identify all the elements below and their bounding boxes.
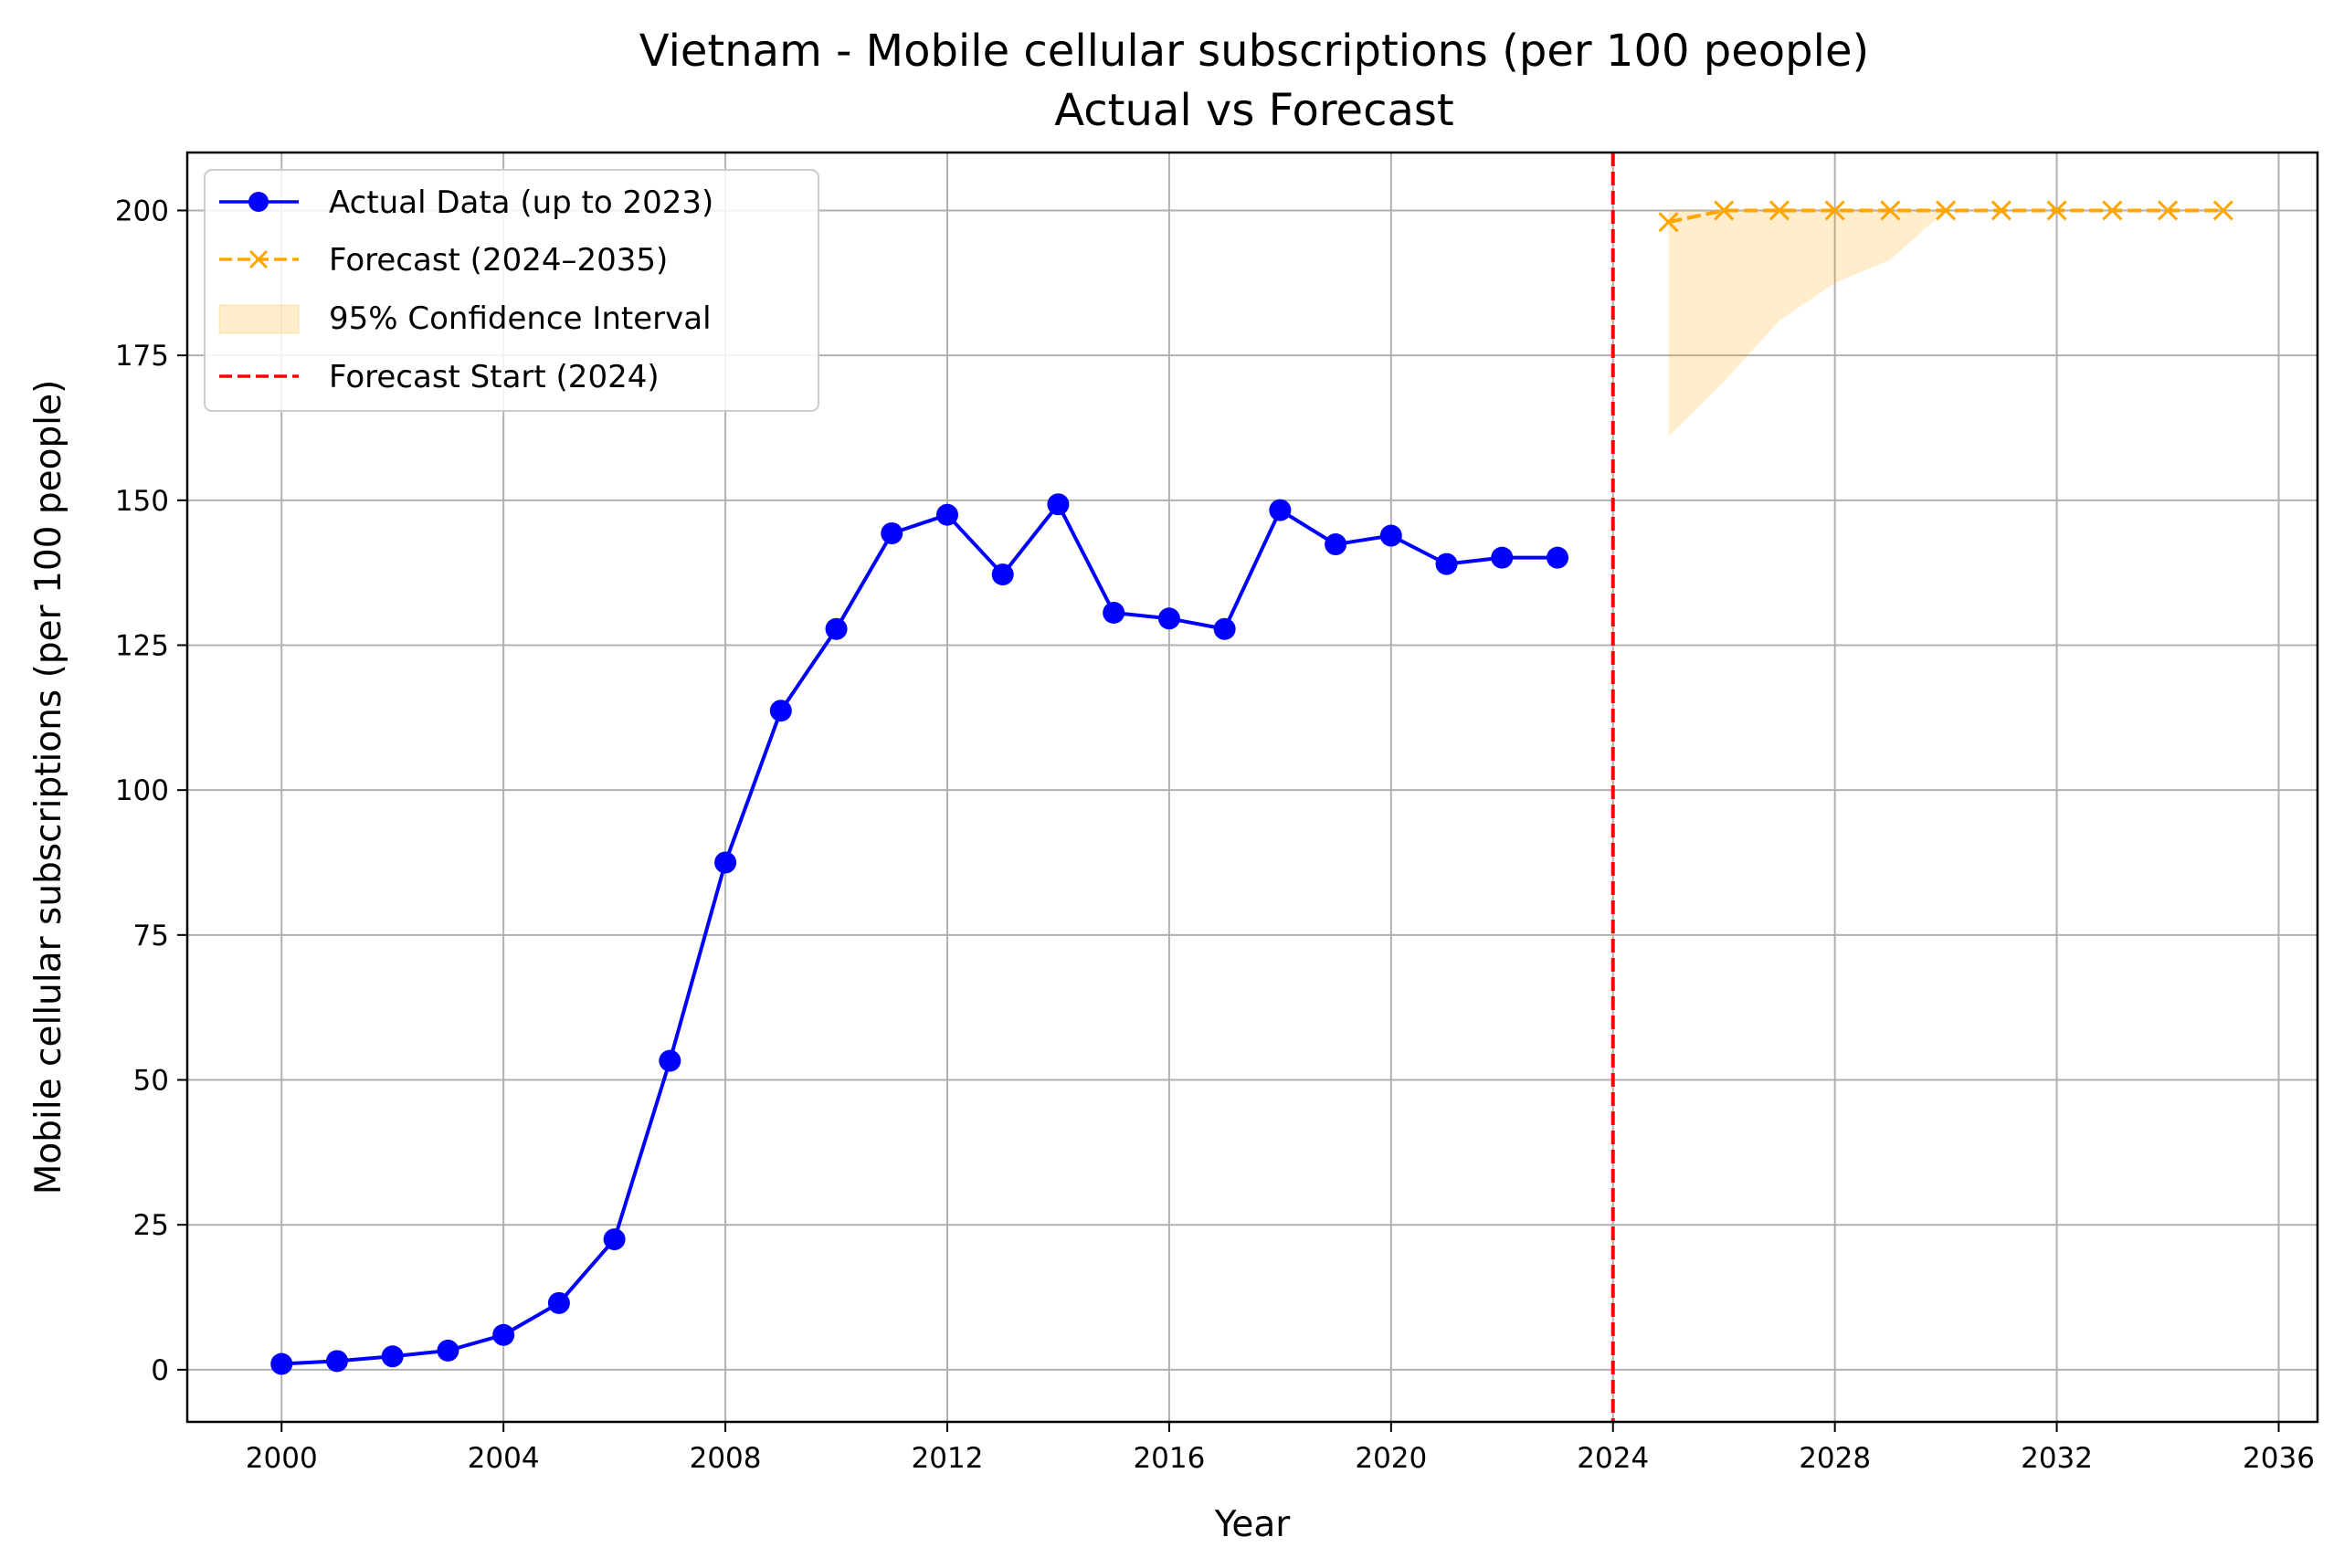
legend-entry-actual: Actual Data (up to 2023)	[219, 184, 713, 221]
forecast-point	[1769, 200, 1790, 221]
forecast-point	[1714, 200, 1735, 221]
actual-point	[1047, 493, 1070, 516]
actual-point	[492, 1323, 515, 1346]
actual-point	[1103, 601, 1125, 624]
actual-point	[714, 851, 737, 874]
actual-point	[1547, 546, 1569, 569]
x-tick-label: 2020	[1355, 1442, 1427, 1475]
legend-box	[204, 169, 819, 412]
actual-point	[270, 1352, 293, 1375]
legend: Actual Data (up to 2023) Forecast (2024–…	[204, 169, 819, 412]
actual-point	[825, 617, 848, 640]
x-axis-label: Year	[1214, 1504, 1292, 1545]
x-tick-label: 2000	[246, 1442, 318, 1475]
legend-entry-forecast-start: Forecast Start (2024)	[219, 359, 660, 395]
forecast-point	[2212, 200, 2233, 221]
x-tick-label: 2036	[2243, 1442, 2315, 1475]
chart-title: Vietnam - Mobile cellular subscriptions …	[639, 26, 1869, 77]
actual-point	[547, 1291, 570, 1314]
forecast-point	[1824, 200, 1845, 221]
y-tick-label: 125	[115, 629, 169, 662]
legend-ci-patch	[218, 304, 300, 334]
y-tick-label: 0	[151, 1354, 169, 1387]
forecast-point	[2102, 200, 2123, 221]
forecast-point	[1658, 212, 1679, 233]
y-tick-label: 100	[115, 774, 169, 807]
actual-point	[935, 503, 958, 526]
forecast-series-layer	[1658, 200, 2233, 233]
actual-series-layer	[270, 493, 1569, 1375]
y-axis-ticks: 0 25 50 75 100 125 150 175 200	[115, 195, 187, 1387]
x-tick-label: 2008	[690, 1442, 762, 1475]
legend-actual-label: Actual Data (up to 2023)	[329, 184, 713, 221]
x-tick-label: 2004	[468, 1442, 540, 1475]
forecast-point	[1936, 200, 1957, 221]
x-tick-label: 2024	[1577, 1442, 1649, 1475]
actual-point	[881, 522, 903, 544]
y-tick-label: 200	[115, 195, 169, 227]
actual-point	[1491, 546, 1514, 569]
forecast-point	[1880, 200, 1901, 221]
legend-forecast-label: Forecast (2024–2035)	[329, 242, 668, 279]
y-tick-label: 175	[115, 340, 169, 373]
x-tick-label: 2028	[1799, 1442, 1871, 1475]
legend-forecast-marker	[248, 249, 269, 269]
actual-point	[437, 1339, 459, 1362]
x-tick-label: 2032	[2021, 1442, 2093, 1475]
actual-point	[1379, 524, 1402, 547]
y-tick-label: 150	[115, 485, 169, 518]
confidence-band	[1668, 210, 2223, 437]
forecast-point	[1990, 200, 2011, 221]
actual-point	[381, 1345, 404, 1368]
plot-frame	[185, 151, 2319, 1424]
chart-subtitle: Actual vs Forecast	[1054, 85, 1453, 136]
legend-entry-forecast: Forecast (2024–2035)	[219, 242, 668, 279]
legend-ci-label: 95% Confidence Interval	[329, 300, 712, 337]
actual-point	[325, 1350, 348, 1373]
y-tick-label: 75	[133, 920, 169, 952]
x-tick-label: 2016	[1133, 1442, 1205, 1475]
x-tick-label: 2012	[912, 1442, 984, 1475]
legend-actual-marker	[248, 192, 269, 212]
legend-forecast-start-label: Forecast Start (2024)	[329, 359, 660, 395]
actual-point	[1325, 533, 1347, 556]
forecast-point	[2157, 200, 2179, 221]
actual-point	[603, 1228, 626, 1251]
actual-point	[991, 563, 1014, 586]
y-tick-label: 25	[133, 1209, 169, 1242]
confidence-band-layer	[1668, 210, 2223, 437]
y-axis-label: Mobile cellular subscriptions (per 100 p…	[28, 380, 69, 1195]
actual-point	[1435, 552, 1458, 575]
actual-point	[659, 1049, 681, 1072]
y-tick-label: 50	[133, 1065, 169, 1098]
actual-point	[1157, 607, 1180, 630]
legend-entry-confidence-interval: 95% Confidence Interval	[218, 300, 712, 337]
x-axis-ticks: 2000 2004 2008 2012 2016 2020 2024 2028 2032 2036	[246, 1422, 2315, 1475]
actual-point	[1269, 499, 1292, 521]
actual-point	[769, 700, 792, 722]
actual-point	[1213, 617, 1236, 640]
forecast-point	[2046, 200, 2067, 221]
